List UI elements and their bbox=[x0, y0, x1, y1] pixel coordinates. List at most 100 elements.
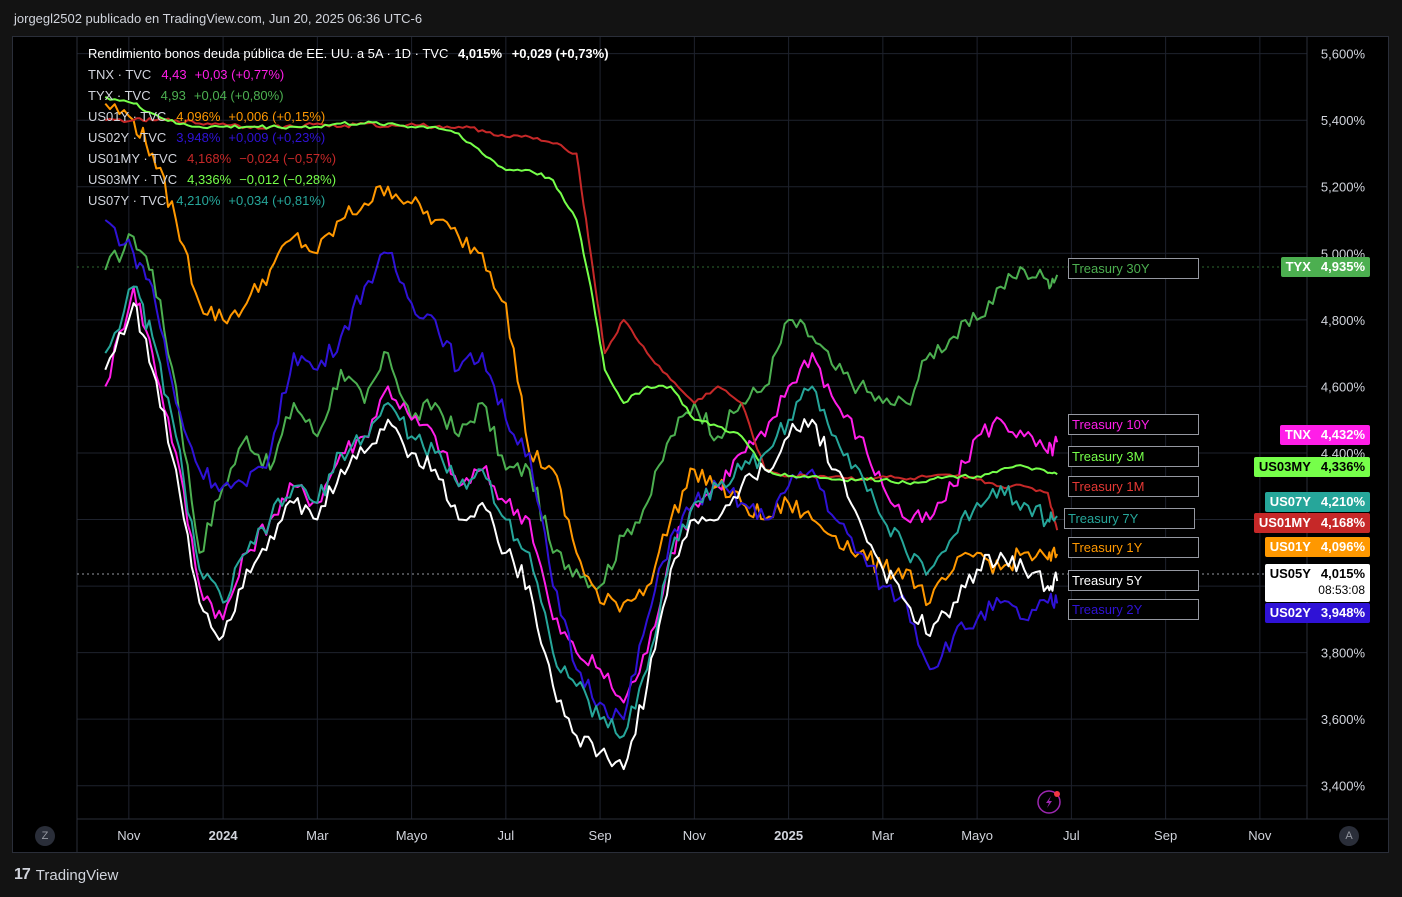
legend-symbol: US07Y · TVC bbox=[88, 193, 167, 208]
tradingview-mark-icon: 17 bbox=[14, 866, 31, 883]
legend-symbol: US03MY · TVC bbox=[88, 172, 178, 187]
price-tag-ticker: TNX bbox=[1284, 427, 1311, 442]
price-tag-value: 4,168% bbox=[1320, 515, 1365, 530]
legend-symbol: TYX · TVC bbox=[88, 88, 151, 103]
price-tag: US05Y 4,015% 08:53:08 bbox=[1264, 564, 1370, 602]
x-tick-label: Mar bbox=[872, 828, 895, 843]
price-tag-ticker: US05Y bbox=[1269, 566, 1311, 581]
legend-row[interactable]: US01MY · TVC 4,168% −0,024 (−0,57%) bbox=[88, 151, 336, 166]
main-series-name: Rendimiento bonos deuda pública de EE. U… bbox=[88, 46, 449, 61]
y-tick-label: 4,800% bbox=[1321, 313, 1366, 328]
price-tag: US07Y 4,210% bbox=[1264, 492, 1370, 512]
y-tick-label: 4,600% bbox=[1321, 379, 1366, 394]
footer-bar: 17 TradingView bbox=[0, 854, 1402, 897]
price-tag-ticker: US07Y bbox=[1269, 494, 1311, 509]
time-axis: Nov 2024 Mar Mayo Jul Sep Nov 2025 Mar Mayo Jul Sep… bbox=[117, 828, 1272, 843]
legend-change: +0,04 (+0,80%) bbox=[193, 88, 284, 103]
x-tick-label: Sep bbox=[589, 828, 612, 843]
lightning-icon[interactable] bbox=[1037, 790, 1061, 814]
price-tag-ticker: US02Y bbox=[1269, 605, 1311, 620]
price-tag-value: 4,336% bbox=[1320, 459, 1365, 474]
y-tick-label: 3,800% bbox=[1321, 646, 1366, 661]
main-series-legend[interactable]: Rendimiento bonos deuda pública de EE. U… bbox=[88, 46, 609, 61]
x-tick-label: Nov bbox=[117, 828, 141, 843]
y-tick-label: 5,200% bbox=[1321, 180, 1366, 195]
main-series-change: +0,029 (+0,73%) bbox=[511, 46, 609, 61]
x-tick-label: Jul bbox=[1063, 828, 1080, 843]
price-tag: US03MY 4,336% bbox=[1253, 457, 1370, 477]
x-tick-label: Nov bbox=[683, 828, 707, 843]
price-tag-ticker: US01Y bbox=[1269, 539, 1311, 554]
axis-zoom-button[interactable]: Z bbox=[35, 826, 55, 846]
legend-row[interactable]: US01Y · TVC 4,096% +0,006 (+0,15%) bbox=[88, 109, 325, 124]
series-name-label[interactable]: Treasury 2Y bbox=[1068, 599, 1199, 620]
price-tag-value: 4,935% bbox=[1320, 259, 1365, 274]
legend-row[interactable]: TYX · TVC 4,93 +0,04 (+0,80%) bbox=[88, 88, 284, 103]
legend-change: +0,009 (+0,23%) bbox=[228, 130, 326, 145]
series-line-treasury-10y[interactable] bbox=[104, 285, 1059, 704]
series-name-label[interactable]: Treasury 30Y bbox=[1068, 258, 1199, 279]
legend-symbol: US01MY · TVC bbox=[88, 151, 178, 166]
series-name-label[interactable]: Treasury 1Y bbox=[1068, 537, 1199, 558]
legend-value: 3,948% bbox=[176, 130, 221, 145]
main-series-value: 4,015% bbox=[457, 46, 503, 61]
y-tick-label: 3,600% bbox=[1321, 712, 1366, 727]
x-tick-label: Sep bbox=[1154, 828, 1177, 843]
legend-row[interactable]: US02Y · TVC 3,948% +0,009 (+0,23%) bbox=[88, 130, 325, 145]
x-tick-label: Mayo bbox=[961, 828, 993, 843]
legend-value: 4,210% bbox=[176, 193, 221, 208]
legend-change: +0,03 (+0,77%) bbox=[194, 67, 285, 82]
x-tick-label: Nov bbox=[1248, 828, 1272, 843]
tradingview-logo[interactable]: 17 TradingView bbox=[14, 866, 118, 884]
legend-row[interactable]: TNX · TVC 4,43 +0,03 (+0,77%) bbox=[88, 67, 284, 82]
series-name-label[interactable]: Treasury 7Y bbox=[1064, 508, 1195, 529]
series-line-treasury-5y[interactable] bbox=[104, 302, 1059, 771]
price-tag: TNX 4,432% bbox=[1279, 425, 1370, 445]
y-tick-label: 5,400% bbox=[1321, 113, 1366, 128]
x-tick-label: 2025 bbox=[774, 828, 803, 843]
bar-countdown: 08:53:08 bbox=[1318, 583, 1365, 597]
legend-value: 4,168% bbox=[187, 151, 232, 166]
price-tag-value: 4,210% bbox=[1320, 494, 1365, 509]
header-bar: jorgegl2502 publicado en TradingView.com… bbox=[0, 0, 1402, 36]
price-tag: US02Y 3,948% bbox=[1264, 603, 1370, 623]
legend-symbol: US02Y · TVC bbox=[88, 130, 167, 145]
legend-row[interactable]: US03MY · TVC 4,336% −0,012 (−0,28%) bbox=[88, 172, 336, 187]
price-tag: US01Y 4,096% bbox=[1264, 537, 1370, 557]
series-name-label[interactable]: Treasury 3M bbox=[1068, 446, 1199, 467]
legend-symbol: TNX · TVC bbox=[88, 67, 152, 82]
series-line-treasury-7y[interactable] bbox=[104, 285, 1058, 739]
series-line-treasury-30y[interactable] bbox=[104, 233, 1059, 591]
legend-change: +0,034 (+0,81%) bbox=[228, 193, 326, 208]
legend-value: 4,336% bbox=[187, 172, 232, 187]
series-line-treasury-1y[interactable] bbox=[104, 102, 1059, 613]
tradingview-wordmark: TradingView bbox=[35, 866, 119, 884]
series-name-label[interactable]: Treasury 1M bbox=[1068, 476, 1199, 497]
price-tag: TYX 4,935% bbox=[1280, 257, 1370, 277]
price-tag-value: 4,096% bbox=[1320, 539, 1365, 554]
x-tick-label: Mar bbox=[306, 828, 329, 843]
legend-change: −0,012 (−0,28%) bbox=[239, 172, 337, 187]
price-tag: US01MY 4,168% bbox=[1253, 513, 1370, 533]
legend-value: 4,43 bbox=[161, 67, 187, 82]
price-tag-ticker: TYX bbox=[1285, 259, 1311, 274]
x-tick-label: Mayo bbox=[396, 828, 428, 843]
x-tick-label: 2024 bbox=[209, 828, 239, 843]
series-name-label[interactable]: Treasury 5Y bbox=[1068, 570, 1199, 591]
legend-row[interactable]: US07Y · TVC 4,210% +0,034 (+0,81%) bbox=[88, 193, 325, 208]
price-tag-value: 3,948% bbox=[1320, 605, 1365, 620]
x-tick-label: Jul bbox=[498, 828, 515, 843]
legend-symbol: US01Y · TVC bbox=[88, 109, 167, 124]
price-tag-value: 4,015% bbox=[1320, 566, 1365, 581]
price-tag-ticker: US03MY bbox=[1258, 459, 1311, 474]
legend-value: 4,93 bbox=[160, 88, 186, 103]
series-name-label[interactable]: Treasury 10Y bbox=[1068, 414, 1199, 435]
series-line-treasury-2y[interactable] bbox=[104, 219, 1059, 722]
price-axis: 5,600%5,400%5,200%5,000%4,800%4,600%4,40… bbox=[1321, 47, 1366, 794]
publication-info: jorgegl2502 publicado en TradingView.com… bbox=[14, 11, 423, 26]
price-tag-value: 4,432% bbox=[1320, 427, 1365, 442]
auto-scale-button[interactable]: A bbox=[1339, 826, 1359, 846]
series-layer bbox=[104, 96, 1059, 771]
legend-change: −0,024 (−0,57%) bbox=[239, 151, 337, 166]
price-tag-ticker: US01MY bbox=[1258, 515, 1311, 530]
